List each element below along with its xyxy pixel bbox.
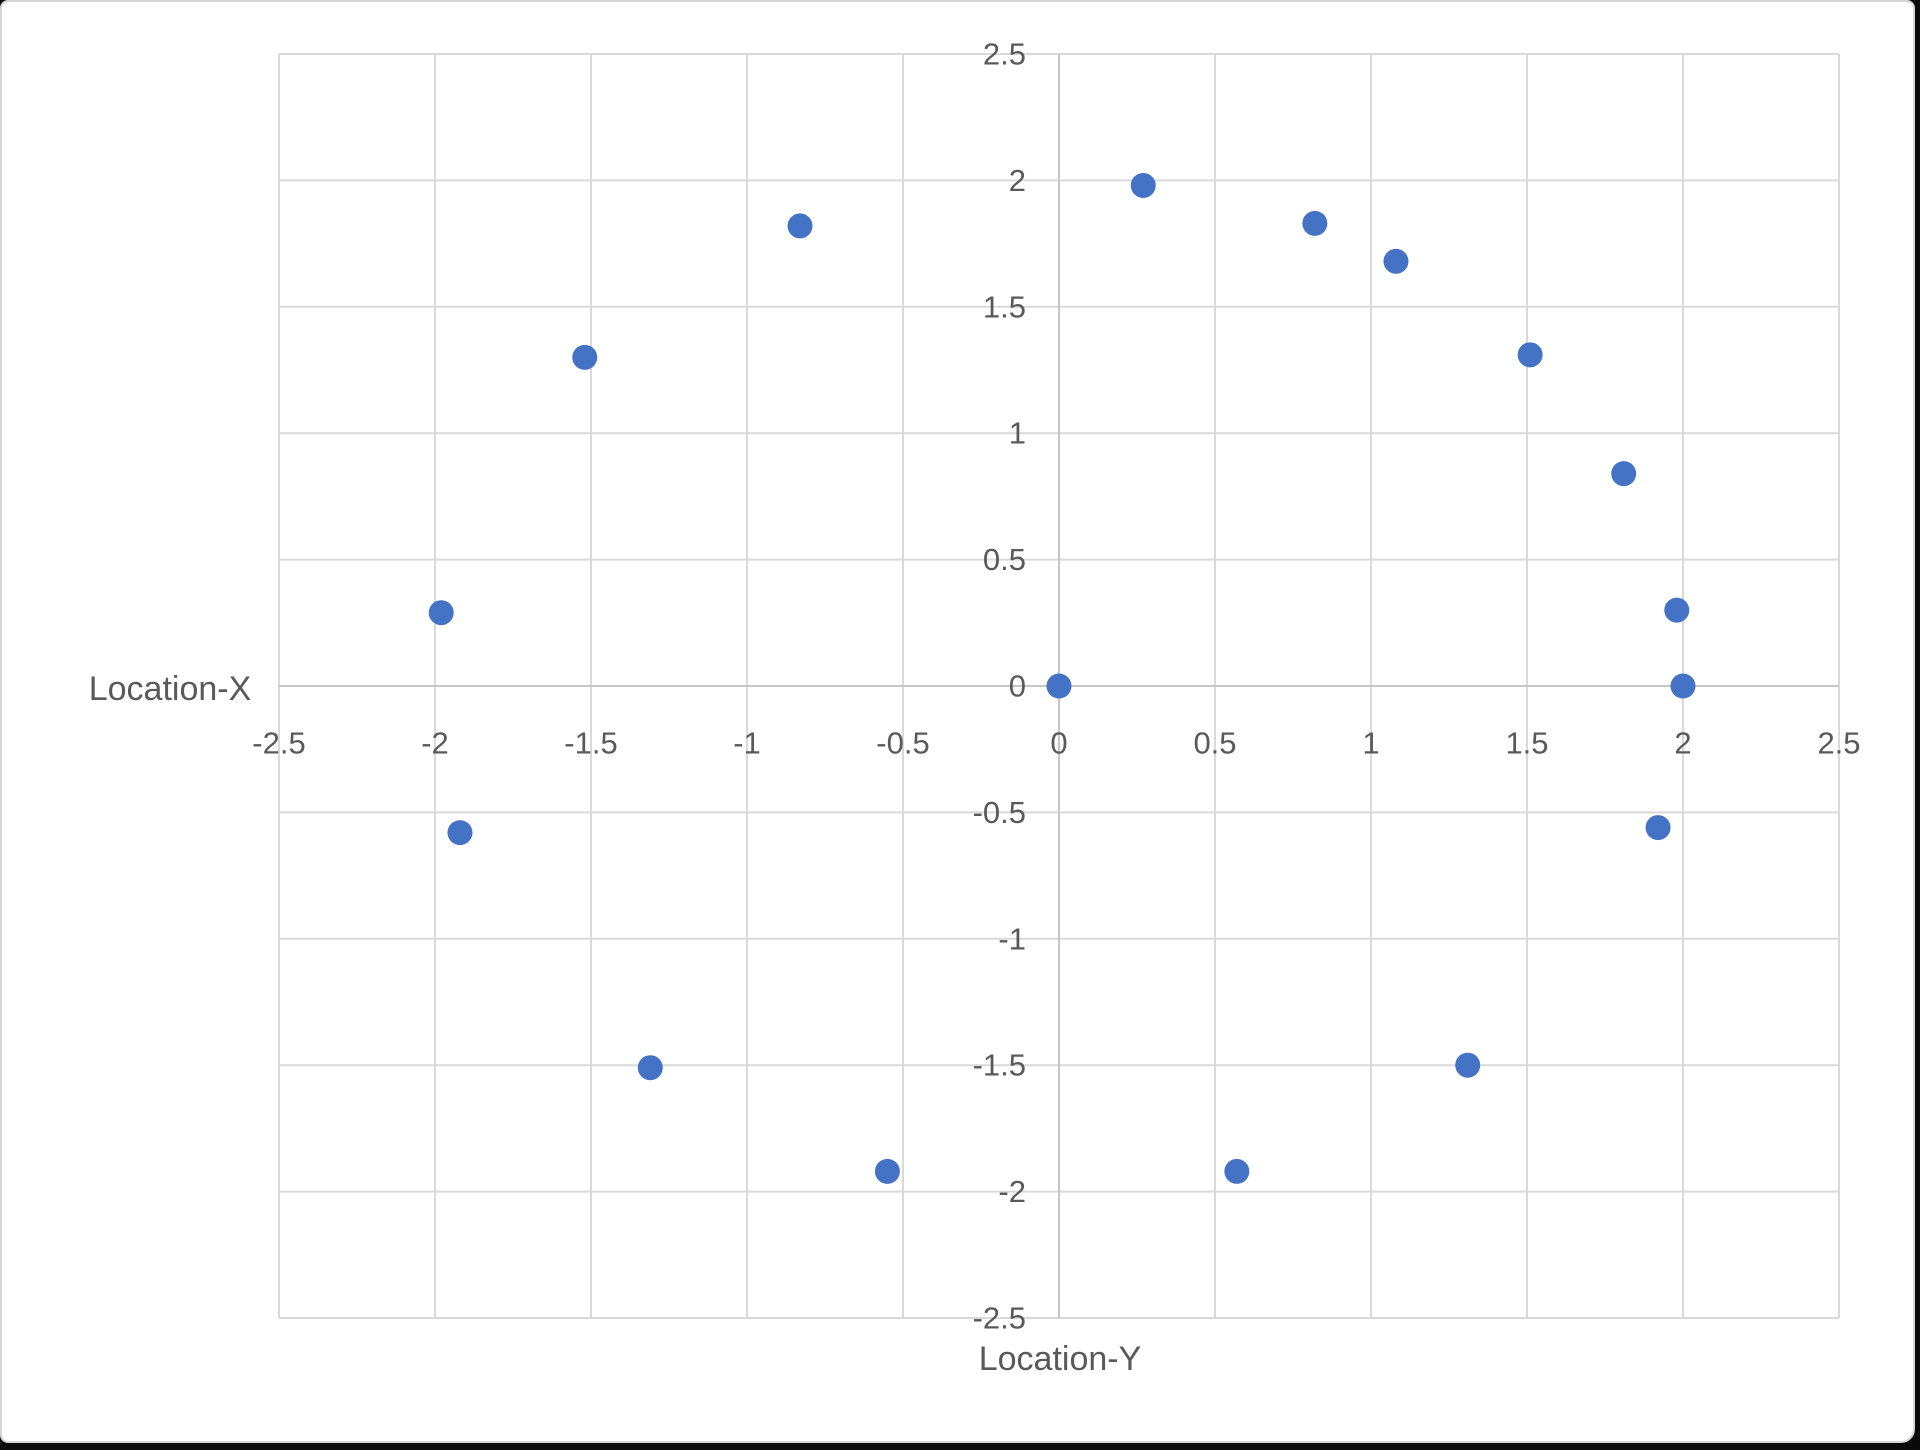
data-point [1664,597,1690,623]
x-tick-label: -0.5 [876,726,929,761]
data-point [1670,673,1696,699]
data-point [1224,1158,1250,1184]
y-tick-label: 1.5 [983,289,1026,324]
y-tick-label: 0 [1009,669,1026,704]
y-tick-label: 2.5 [983,37,1026,72]
y-tick-label: -1 [998,921,1026,956]
tick-labels: -2.5 -2 -1.5 -1 -0.5 0 0.5 1 1.5 2 2.5 2.5 2 1.5 1 0.5 0… [252,37,1860,1336]
y-tick-label: -2.5 [973,1301,1026,1336]
x-tick-label: 2 [1674,726,1691,761]
data-point [874,1158,900,1184]
data-point [572,344,598,370]
x-tick-label: -1.5 [564,726,617,761]
y-tick-label: 2 [1009,163,1026,198]
y-axis-title: Location-X [89,670,252,708]
data-point [1130,172,1156,198]
data-point [1611,461,1637,487]
data-point [428,600,454,626]
y-tick-label: -2 [998,1174,1026,1209]
y-tick-label: -1.5 [973,1048,1026,1083]
y-tick-label: 0.5 [983,542,1026,577]
data-point [1046,673,1072,699]
data-point [447,820,473,846]
y-tick-label: 1 [1009,416,1026,451]
x-tick-label: -2.5 [252,726,305,761]
x-tick-label: -1 [733,726,761,761]
data-point [1302,210,1328,236]
x-tick-label: 0 [1050,726,1067,761]
y-tick-label: -0.5 [973,795,1026,830]
x-tick-label: 1 [1362,726,1379,761]
x-axis-title: Location-Y [979,1340,1142,1378]
x-tick-label: 1.5 [1505,726,1548,761]
x-tick-label: 0.5 [1193,726,1236,761]
data-point [1517,342,1543,368]
data-points [428,172,1696,1184]
data-point [1645,815,1671,841]
data-point [787,213,813,239]
data-point [1383,248,1409,274]
data-point [637,1055,663,1081]
x-tick-label: -2 [421,726,449,761]
x-tick-label: 2.5 [1817,726,1860,761]
data-point [1455,1052,1481,1078]
